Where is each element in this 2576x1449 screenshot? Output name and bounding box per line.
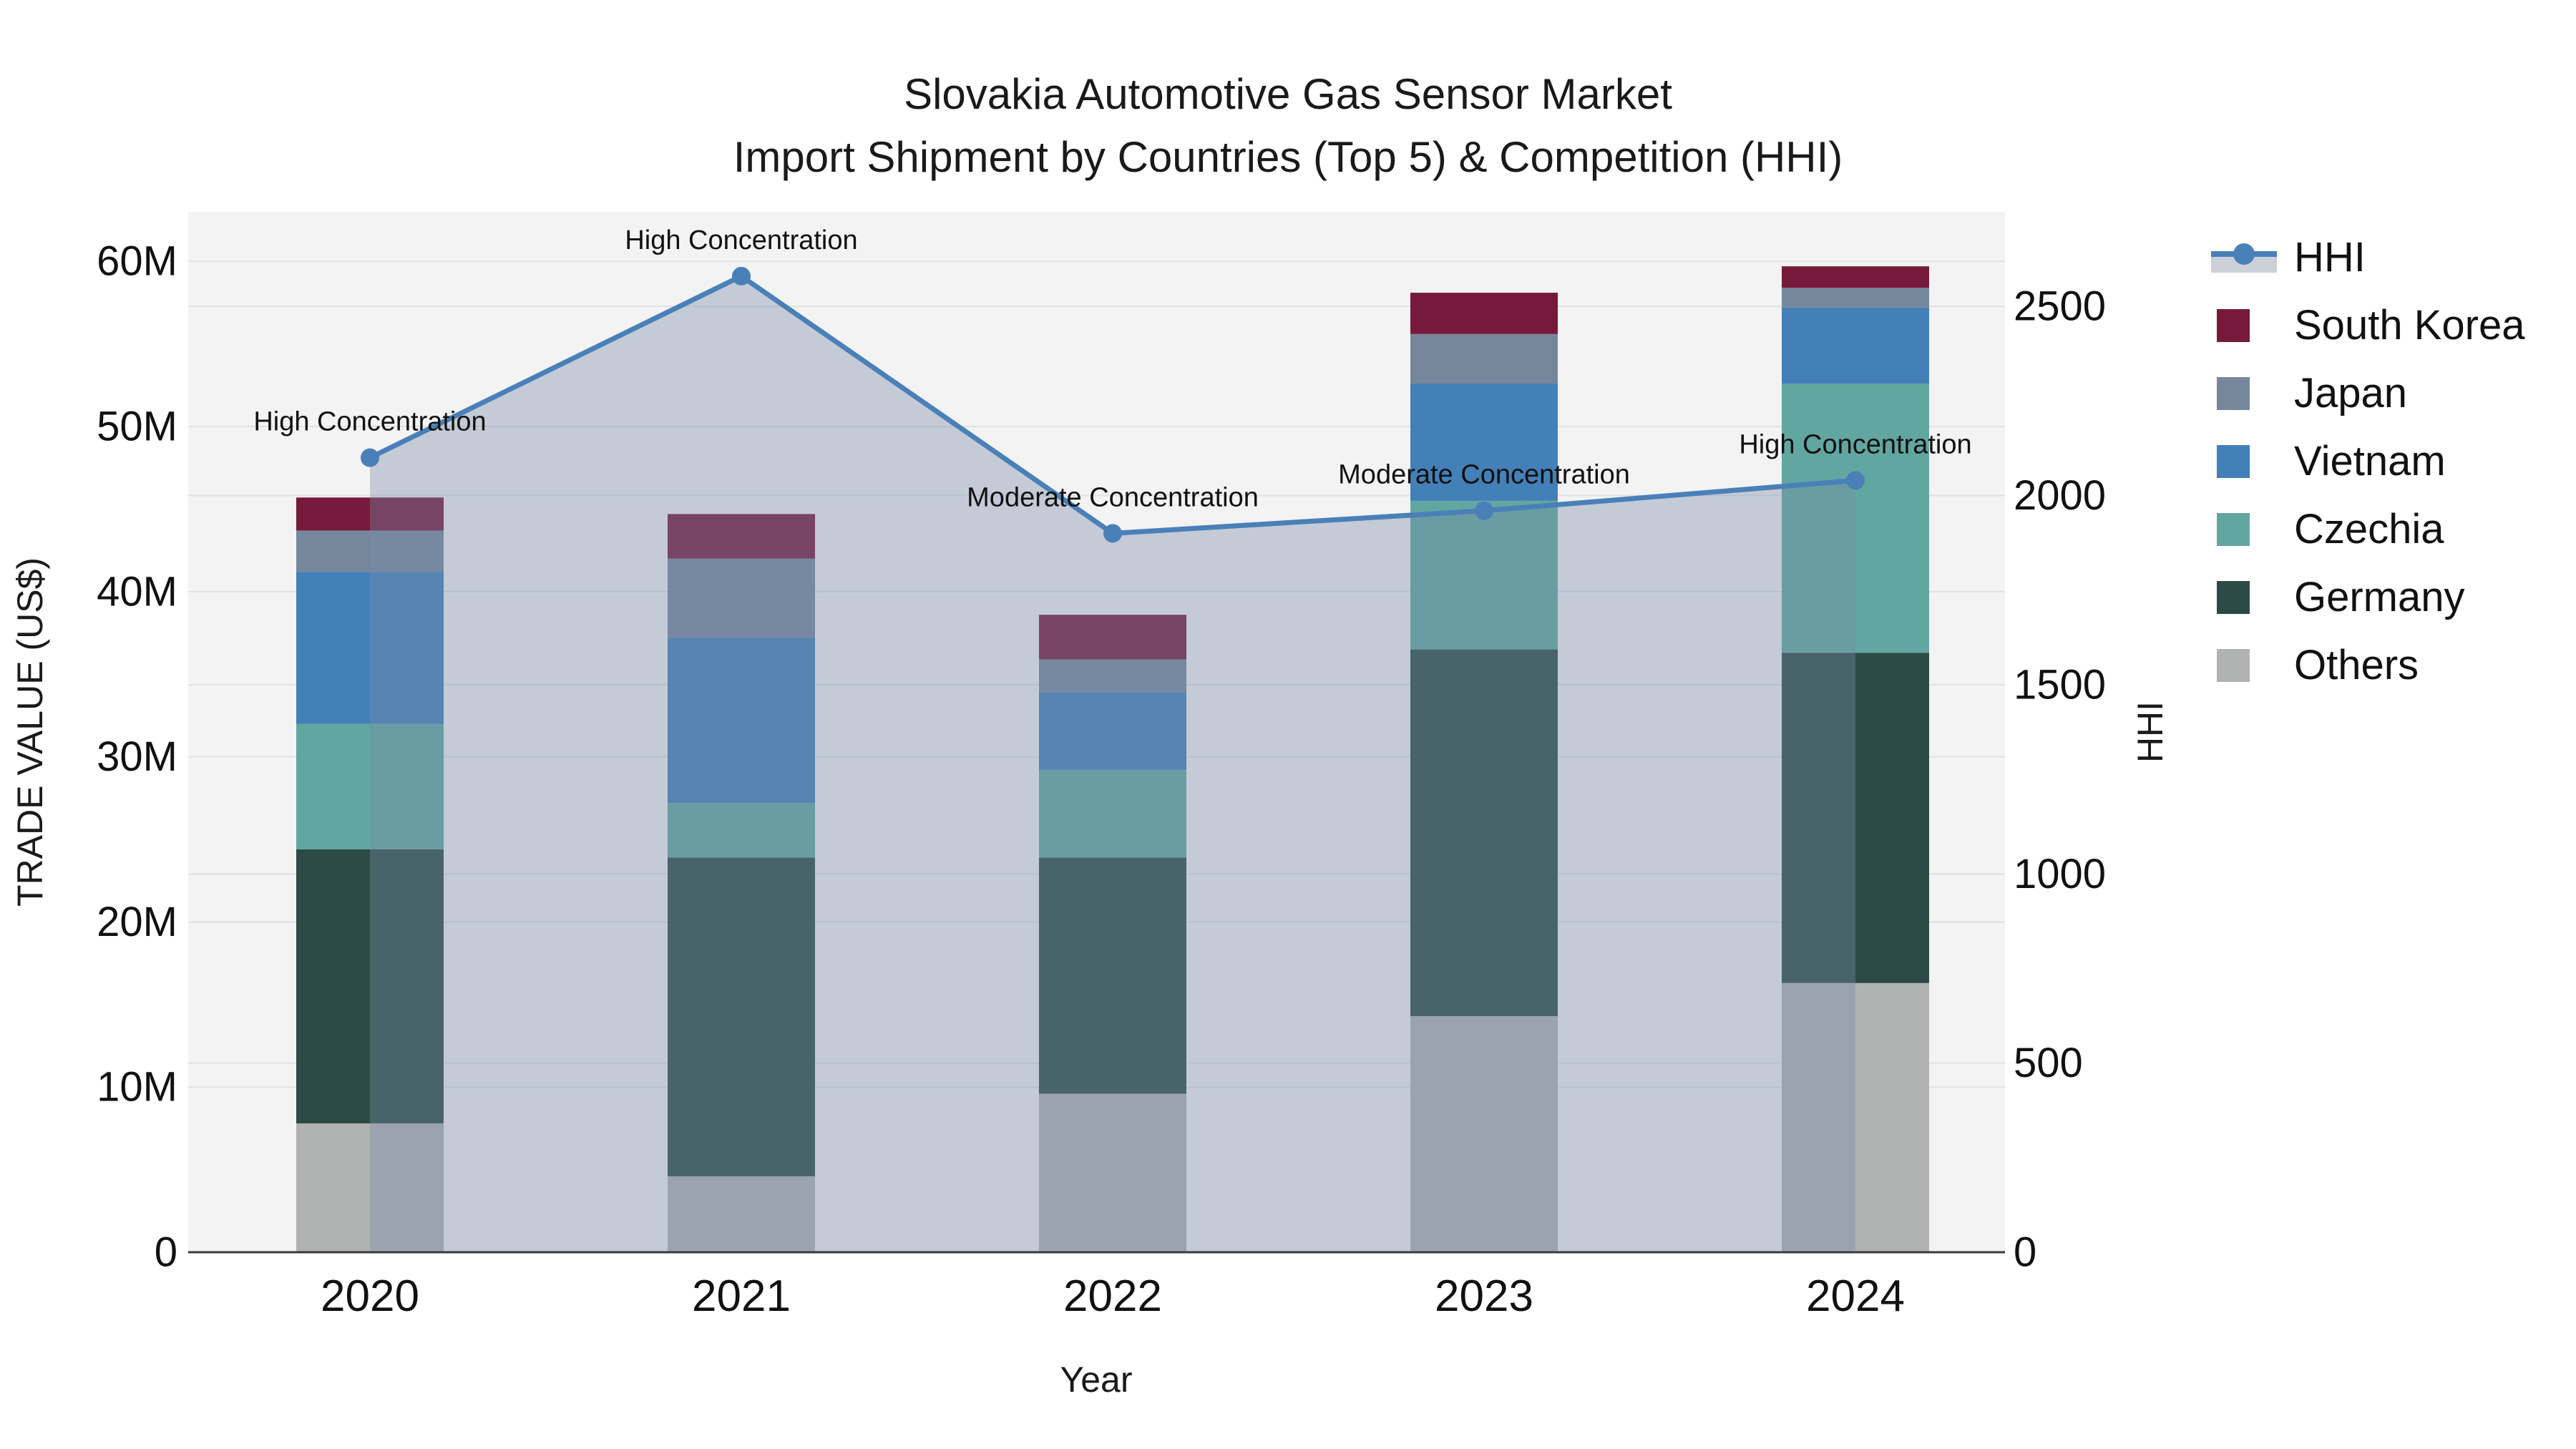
bar-segment-vietnam-2023[interactable] bbox=[1410, 384, 1558, 501]
y-right-tick-500: 500 bbox=[2014, 1040, 2083, 1086]
bar-segment-japan-2020[interactable] bbox=[296, 530, 444, 572]
legend-label-hhi: HHI bbox=[2294, 234, 2366, 280]
legend-label-others: Others bbox=[2294, 642, 2419, 688]
y-left-tick-50M: 50M bbox=[97, 404, 177, 450]
vietnam-color-swatch bbox=[2211, 444, 2277, 478]
bar-segment-germany-2024[interactable] bbox=[1782, 653, 1929, 983]
legend-item-hhi[interactable]: HHI bbox=[2211, 223, 2524, 291]
bar-segment-japan-2021[interactable] bbox=[668, 558, 815, 638]
legend-label-south-korea: South Korea bbox=[2294, 302, 2525, 348]
bar-segment-south-korea-2021[interactable] bbox=[668, 514, 815, 559]
germany-color-swatch bbox=[2211, 580, 2277, 614]
legend-item-czechia[interactable]: Czechia bbox=[2211, 495, 2524, 563]
y-left-tick-40M: 40M bbox=[97, 568, 177, 615]
y-right-tick-1000: 1000 bbox=[2014, 851, 2106, 897]
legend-item-vietnam[interactable]: Vietnam bbox=[2211, 427, 2524, 495]
y-right-tick-1500: 1500 bbox=[2014, 661, 2106, 708]
bar-segment-south-korea-2024[interactable] bbox=[1782, 266, 1929, 288]
hhi-line-swatch bbox=[2211, 241, 2277, 274]
vietnam-swatch-square bbox=[2217, 444, 2250, 478]
legend-label-germany: Germany bbox=[2294, 574, 2465, 620]
annotation-2022: Moderate Concentration bbox=[967, 482, 1259, 512]
bar-segment-vietnam-2024[interactable] bbox=[1782, 307, 1929, 384]
bar-segment-czechia-2023[interactable] bbox=[1410, 500, 1558, 650]
bar-segment-germany-2022[interactable] bbox=[1039, 857, 1186, 1094]
bar-segment-south-korea-2023[interactable] bbox=[1410, 293, 1558, 334]
bar-segment-others-2020[interactable] bbox=[296, 1123, 444, 1252]
x-tick-2021: 2021 bbox=[692, 1272, 791, 1321]
bar-segment-japan-2024[interactable] bbox=[1782, 288, 1929, 308]
y-left-tick-20M: 20M bbox=[97, 899, 177, 945]
bar-segment-vietnam-2020[interactable] bbox=[296, 572, 444, 724]
annotation-2020: High Concentration bbox=[253, 407, 486, 437]
hhi-marker-glyph bbox=[2233, 243, 2255, 265]
others-swatch-square bbox=[2217, 648, 2250, 682]
legend: HHI South Korea Japan Vietnam Czechia Germany… bbox=[2211, 223, 2524, 699]
x-tick-2024: 2024 bbox=[1806, 1272, 1905, 1321]
hhi-point-2023[interactable] bbox=[1475, 501, 1493, 520]
legend-item-south-korea[interactable]: South Korea bbox=[2211, 291, 2524, 359]
hhi-area-fill bbox=[370, 275, 1855, 1252]
bar-segment-czechia-2021[interactable] bbox=[668, 803, 815, 858]
germany-swatch-square bbox=[2217, 580, 2250, 614]
bar-segment-others-2022[interactable] bbox=[1039, 1093, 1186, 1252]
japan-color-swatch bbox=[2211, 376, 2277, 410]
legend-label-czechia: Czechia bbox=[2294, 506, 2444, 552]
bar-segment-germany-2020[interactable] bbox=[296, 849, 444, 1123]
czechia-color-swatch bbox=[2211, 512, 2277, 546]
hhi-point-2022[interactable] bbox=[1103, 524, 1122, 543]
y-right-tick-2000: 2000 bbox=[2014, 472, 2106, 519]
chart-title: Slovakia Automotive Gas Sensor Market Im… bbox=[0, 63, 2576, 189]
legend-label-japan: Japan bbox=[2294, 370, 2408, 416]
hhi-point-2021[interactable] bbox=[732, 266, 751, 286]
bar-segment-others-2021[interactable] bbox=[668, 1176, 815, 1252]
bar-segment-czechia-2024[interactable] bbox=[1782, 384, 1929, 653]
x-tick-2020: 2020 bbox=[321, 1272, 419, 1321]
y-right-tick-2500: 2500 bbox=[2014, 283, 2106, 330]
bar-segment-japan-2022[interactable] bbox=[1039, 659, 1186, 693]
y-right-tick-0: 0 bbox=[2014, 1229, 2036, 1276]
bar-segment-others-2024[interactable] bbox=[1782, 982, 1929, 1252]
bar-segment-czechia-2020[interactable] bbox=[296, 723, 444, 849]
south-korea-color-swatch bbox=[2211, 308, 2277, 342]
y-left-tick-0: 0 bbox=[155, 1229, 177, 1276]
chart-title-line1: Slovakia Automotive Gas Sensor Market bbox=[904, 70, 1672, 118]
x-tick-2023: 2023 bbox=[1435, 1272, 1533, 1321]
japan-swatch-square bbox=[2217, 376, 2250, 410]
czechia-swatch-square bbox=[2217, 512, 2250, 546]
y-left-tick-10M: 10M bbox=[97, 1064, 177, 1111]
legend-item-germany[interactable]: Germany bbox=[2211, 563, 2524, 631]
bar-segment-germany-2021[interactable] bbox=[668, 857, 815, 1176]
y-left-tick-60M: 60M bbox=[97, 238, 177, 285]
x-axis-title: Year bbox=[1060, 1360, 1133, 1400]
legend-label-vietnam: Vietnam bbox=[2294, 438, 2446, 484]
chart-title-line2: Import Shipment by Countries (Top 5) & C… bbox=[733, 133, 1843, 181]
bar-segment-others-2023[interactable] bbox=[1410, 1015, 1558, 1252]
y-left-tick-30M: 30M bbox=[97, 733, 177, 780]
annotation-2024: High Concentration bbox=[1739, 429, 1971, 459]
legend-item-others[interactable]: Others bbox=[2211, 631, 2524, 699]
bar-segment-south-korea-2020[interactable] bbox=[296, 497, 444, 531]
hhi-point-2024[interactable] bbox=[1846, 471, 1865, 490]
bar-segment-japan-2023[interactable] bbox=[1410, 333, 1558, 384]
others-color-swatch bbox=[2211, 648, 2277, 682]
bar-segment-czechia-2022[interactable] bbox=[1039, 770, 1186, 858]
bar-segment-vietnam-2022[interactable] bbox=[1039, 692, 1186, 771]
south-korea-swatch-square bbox=[2217, 308, 2250, 342]
bar-segment-germany-2023[interactable] bbox=[1410, 649, 1558, 1016]
hhi-point-2020[interactable] bbox=[361, 448, 379, 467]
x-tick-2022: 2022 bbox=[1063, 1272, 1162, 1321]
bar-segment-south-korea-2022[interactable] bbox=[1039, 615, 1186, 660]
annotation-2023: Moderate Concentration bbox=[1338, 460, 1630, 490]
annotation-2021: High Concentration bbox=[625, 225, 857, 255]
legend-item-japan[interactable]: Japan bbox=[2211, 359, 2524, 427]
bar-segment-vietnam-2021[interactable] bbox=[668, 638, 815, 804]
